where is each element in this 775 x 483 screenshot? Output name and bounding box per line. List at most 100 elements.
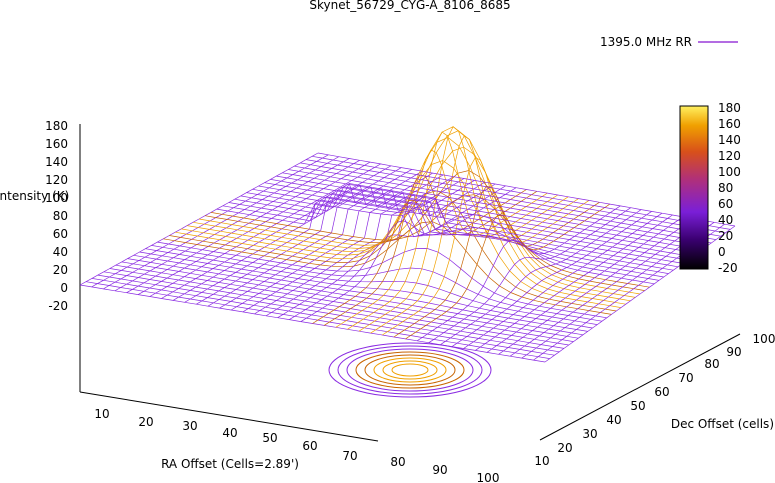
colorbar-tick: 20 [718, 229, 733, 243]
mesh-line [393, 185, 600, 338]
z-axis: 180 160 140 120 100 80 60 40 20 0 -20 In… [0, 119, 81, 392]
x-tick-label: 20 [138, 415, 153, 429]
legend-label: 1395.0 MHz RR [600, 35, 692, 49]
x-tick-label: 100 [477, 471, 500, 483]
colorbar-tick: 60 [718, 197, 733, 211]
surface-mesh [79, 126, 736, 363]
y-tick-label: 10 [534, 454, 549, 468]
z-tick-label: 180 [45, 119, 68, 133]
colorbar: 180 160 140 120 100 80 60 40 20 0 -20 [679, 101, 741, 275]
mesh-line [234, 193, 669, 274]
x-axis: 10 20 30 40 50 60 70 80 90 100 RA Offset… [94, 407, 499, 483]
mesh-line [294, 165, 717, 240]
z-tick-label: 100 [45, 191, 68, 205]
contour-ring [382, 360, 438, 380]
base-frame [79, 333, 741, 442]
z-tick-label: 80 [53, 209, 68, 223]
mesh-line [210, 194, 650, 288]
mesh-line [228, 196, 664, 278]
x-tick-label: 50 [262, 431, 277, 445]
y-tick-label: 50 [630, 399, 645, 413]
mesh-line [252, 183, 683, 264]
chart-title: Skynet_56729_CYG-A_8106_8685 [309, 0, 510, 12]
x-tick-label: 70 [342, 449, 357, 463]
x-tick-label: 40 [222, 426, 237, 440]
mesh-line [216, 203, 655, 285]
mesh-line [382, 157, 590, 336]
y-tick-label: 30 [582, 427, 597, 441]
mesh-line [300, 162, 721, 237]
mesh-line [416, 205, 621, 342]
y-tick-label: 70 [678, 371, 693, 385]
y-axis: 10 20 30 40 50 60 70 80 90 100 Dec Offse… [534, 332, 775, 468]
colorbar-tick: 120 [718, 149, 741, 163]
mesh-line [451, 211, 652, 347]
colorbar-tick: 180 [718, 101, 741, 115]
contour-ring [373, 357, 447, 383]
mesh-line [276, 175, 702, 251]
x-tick-label: 10 [94, 407, 109, 421]
colorbar-tick: 160 [718, 117, 741, 131]
mesh-line [509, 220, 704, 357]
mesh-line [258, 185, 688, 261]
mesh-line [486, 216, 684, 353]
mesh-line [288, 169, 712, 244]
mesh-line [370, 135, 579, 334]
contour-ring [391, 363, 429, 377]
mesh-line [282, 172, 707, 247]
colorbar-tick: 140 [718, 133, 741, 147]
z-tick-label: 60 [53, 227, 68, 241]
mesh-line [198, 146, 641, 295]
y-tick-label: 40 [606, 413, 621, 427]
mesh-line [246, 186, 679, 268]
mesh-line [317, 152, 736, 227]
y-tick-label: 100 [753, 332, 775, 346]
mesh-line [306, 159, 726, 234]
mesh-line [440, 209, 642, 345]
colorbar-tick: 40 [718, 213, 733, 227]
mesh-line [270, 179, 698, 254]
contour-ring [337, 345, 483, 395]
mesh-line [323, 174, 538, 326]
y-tick-label: 80 [704, 357, 719, 371]
z-tick-label: 40 [53, 245, 68, 259]
mesh-line [498, 218, 694, 355]
legend: 1395.0 MHz RR [600, 35, 738, 49]
colorbar-tick: -20 [718, 261, 738, 275]
colorbar-tick: 0 [718, 245, 726, 259]
mesh-line [204, 170, 645, 291]
contour-ring [364, 354, 456, 386]
colorbar-gradient [679, 105, 709, 270]
x-tick-label: 60 [302, 439, 317, 453]
mesh-line [428, 207, 631, 343]
y-tick-label: 90 [726, 345, 741, 359]
mesh-line [358, 126, 569, 332]
z-tick-label: -20 [48, 299, 68, 313]
x-axis-label: RA Offset (Cells=2.89') [161, 457, 299, 471]
y-tick-label: 60 [654, 385, 669, 399]
z-axis-label: Intensity (K) [0, 189, 69, 203]
z-tick-label: 120 [45, 173, 68, 187]
mesh-line [240, 189, 674, 271]
mesh-line [312, 155, 731, 230]
z-tick-label: 140 [45, 155, 68, 169]
contour-ring [355, 351, 465, 389]
x-tick-label: 80 [390, 455, 405, 469]
x-tick-label: 90 [432, 463, 447, 477]
x-tick-label: 30 [182, 419, 197, 433]
z-tick-label: 0 [60, 281, 68, 295]
colorbar-tick: 100 [718, 165, 741, 179]
contour-ring [346, 348, 474, 392]
mesh-line [475, 214, 673, 351]
mesh-line [264, 182, 693, 257]
y-axis-label: Dec Offset (cells) [671, 417, 774, 431]
z-tick-label: 160 [45, 137, 68, 151]
z-tick-label: 20 [53, 263, 68, 277]
mesh-line [347, 131, 558, 330]
mesh-line [222, 199, 660, 281]
contour-projection [328, 342, 492, 398]
mesh-line [463, 212, 663, 349]
y-tick-label: 20 [557, 441, 572, 455]
contour-ring [328, 342, 492, 398]
